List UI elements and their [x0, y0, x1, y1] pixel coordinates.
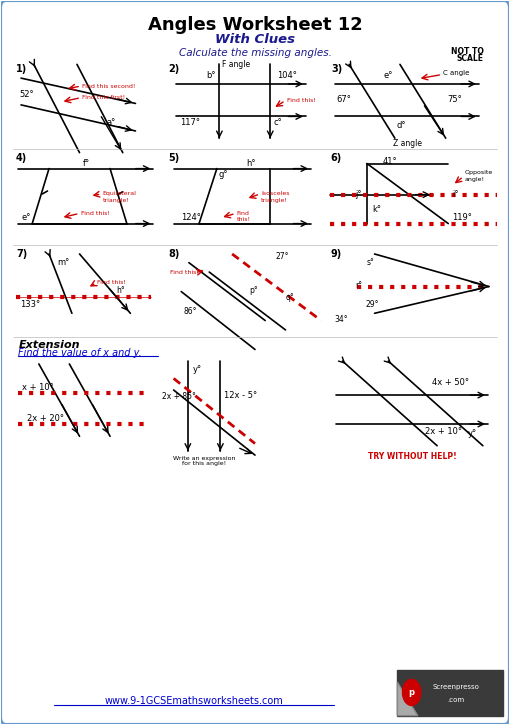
Text: 7): 7): [16, 249, 27, 259]
Text: 67°: 67°: [336, 95, 351, 104]
Text: 5): 5): [168, 154, 180, 163]
Text: 52°: 52°: [19, 91, 34, 99]
Text: 2x + 85°: 2x + 85°: [162, 392, 196, 401]
Text: 117°: 117°: [179, 118, 200, 128]
Text: 3): 3): [331, 65, 342, 75]
Text: 75°: 75°: [446, 95, 461, 104]
Text: Opposite: Opposite: [464, 170, 492, 175]
Text: 124°: 124°: [180, 213, 200, 223]
Text: triangle!: triangle!: [261, 198, 288, 203]
Text: g°: g°: [218, 170, 228, 179]
Text: Write an expression: Write an expression: [173, 455, 235, 460]
Text: f°: f°: [83, 159, 90, 168]
Text: 119°: 119°: [451, 213, 471, 223]
Text: .com: .com: [446, 697, 464, 703]
Text: p°: p°: [248, 286, 257, 294]
Text: Screenpresso: Screenpresso: [432, 684, 478, 689]
Text: Find this!: Find this!: [97, 281, 126, 286]
Text: 6): 6): [330, 154, 341, 163]
Text: Extension: Extension: [18, 340, 80, 350]
Polygon shape: [397, 670, 502, 716]
Polygon shape: [397, 682, 417, 716]
Text: s°: s°: [366, 258, 374, 267]
Text: angle!: angle!: [464, 177, 484, 182]
Text: 41°: 41°: [381, 157, 396, 166]
Text: r°: r°: [354, 281, 361, 290]
Text: F angle: F angle: [222, 60, 250, 69]
Text: x + 10°: x + 10°: [22, 384, 54, 392]
Text: Find this!: Find this!: [80, 211, 109, 216]
Text: 4): 4): [16, 154, 27, 163]
Text: TRY WITHOUT HELP!: TRY WITHOUT HELP!: [367, 452, 456, 461]
Text: 34°: 34°: [334, 315, 347, 323]
Text: b°: b°: [206, 71, 216, 80]
Text: Calculate the missing angles.: Calculate the missing angles.: [178, 48, 331, 58]
Text: 27°: 27°: [275, 252, 288, 260]
Text: www.9-1GCSEmathsworksheets.com: www.9-1GCSEmathsworksheets.com: [104, 696, 283, 706]
Text: Z angle: Z angle: [392, 139, 421, 149]
Text: Find this!: Find this!: [169, 270, 198, 276]
Text: C angle: C angle: [442, 70, 469, 76]
Text: j°: j°: [354, 190, 360, 199]
Text: d°: d°: [395, 120, 405, 130]
Text: 4x + 50°: 4x + 50°: [431, 378, 468, 387]
Circle shape: [402, 679, 420, 705]
Text: m°: m°: [58, 258, 70, 267]
Text: Find this second!: Find this second!: [82, 83, 135, 88]
Text: k°: k°: [371, 204, 380, 214]
Text: p: p: [408, 688, 414, 697]
Text: Isosceles: Isosceles: [261, 191, 289, 196]
Text: NOT TO: NOT TO: [450, 47, 483, 56]
Text: 2): 2): [168, 65, 180, 75]
Text: 8): 8): [168, 249, 180, 259]
Text: Find the value of x and y.: Find the value of x and y.: [18, 348, 142, 358]
Text: Find: Find: [236, 211, 249, 216]
Text: 9): 9): [330, 249, 341, 259]
Text: q°: q°: [285, 293, 294, 302]
Text: y°: y°: [192, 365, 202, 374]
Text: Equilateral: Equilateral: [102, 191, 136, 196]
Text: i°: i°: [451, 190, 458, 199]
Text: SCALE: SCALE: [456, 54, 483, 63]
Text: 86°: 86°: [183, 307, 197, 316]
Text: 2x + 20°: 2x + 20°: [27, 415, 64, 423]
Text: this!: this!: [236, 218, 250, 223]
Text: 133°: 133°: [20, 300, 40, 309]
Text: Find this!: Find this!: [286, 98, 315, 103]
Text: h°: h°: [245, 159, 255, 168]
Text: Find this first!: Find this first!: [82, 95, 125, 100]
Text: 29°: 29°: [365, 300, 379, 309]
Text: y°: y°: [467, 429, 476, 438]
Text: a°: a°: [106, 117, 116, 127]
Text: for this angle!: for this angle!: [182, 461, 226, 466]
Text: Angles Worksheet 12: Angles Worksheet 12: [147, 16, 362, 34]
Text: e°: e°: [21, 213, 31, 223]
Text: 1): 1): [16, 65, 27, 75]
Text: c°: c°: [273, 118, 282, 128]
Text: e°: e°: [382, 71, 392, 80]
Text: 2x + 10°: 2x + 10°: [425, 427, 462, 436]
Text: triangle!: triangle!: [102, 198, 129, 203]
Text: h°: h°: [117, 286, 125, 294]
Text: 12x - 5°: 12x - 5°: [224, 391, 257, 399]
Text: With Clues: With Clues: [215, 33, 294, 46]
Text: 104°: 104°: [276, 71, 296, 80]
